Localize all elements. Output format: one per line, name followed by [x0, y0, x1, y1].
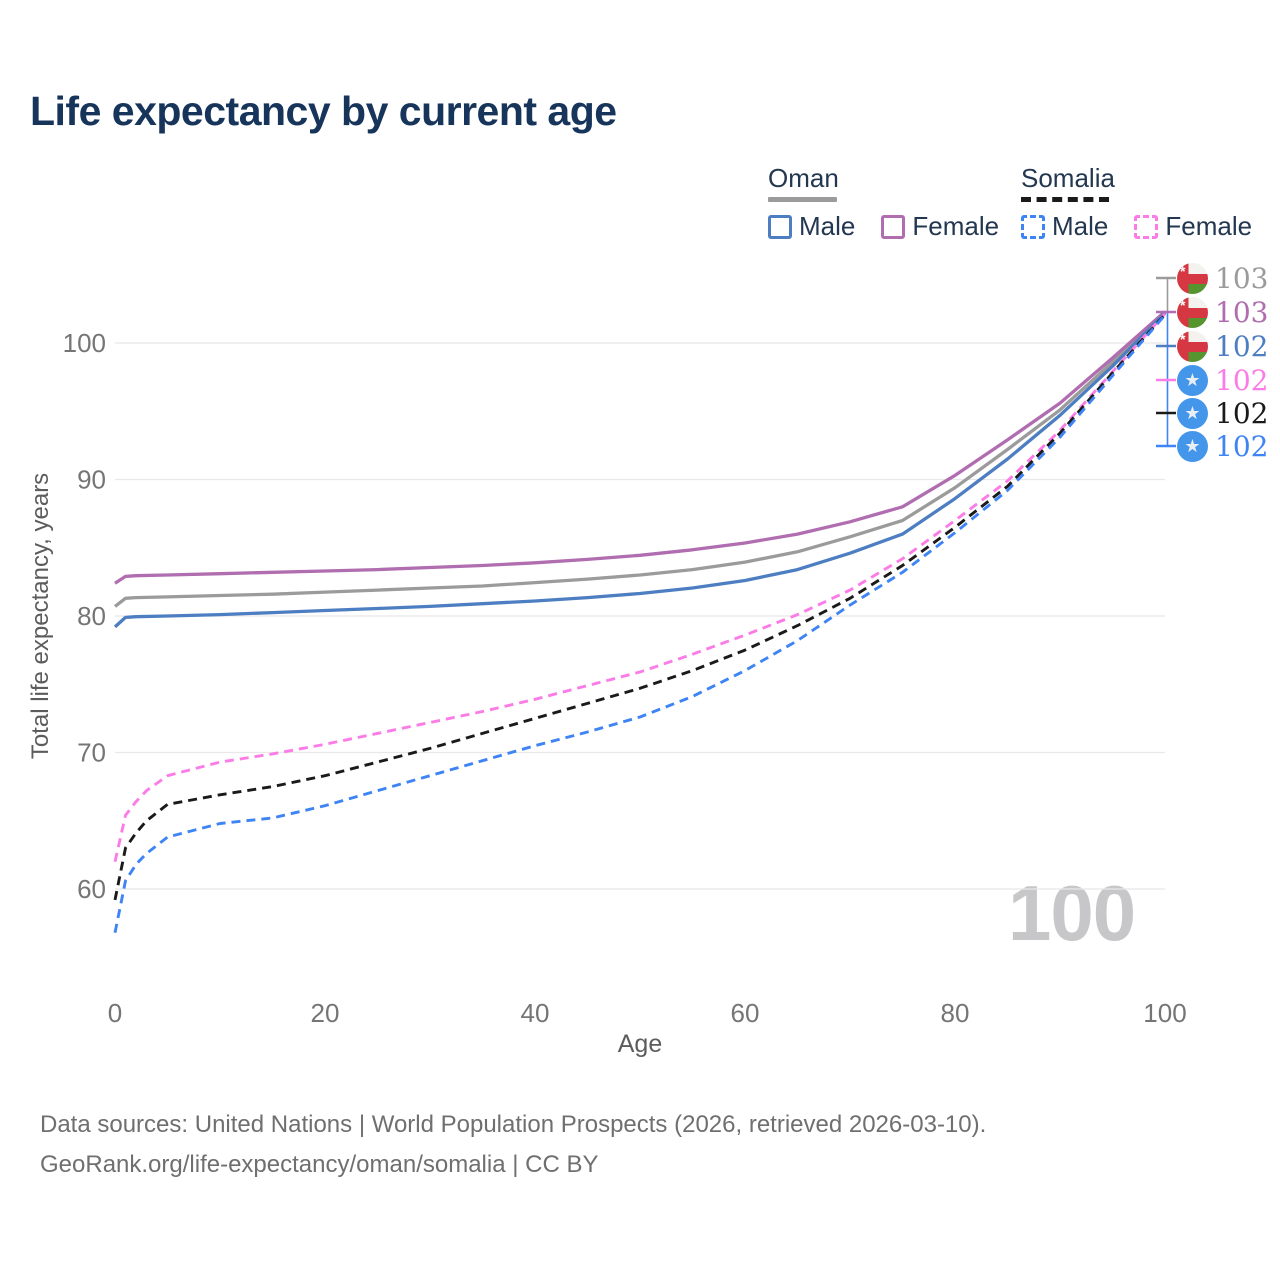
somalia-flag-icon: ★ — [1177, 430, 1208, 462]
attribution-line: GeoRank.org/life-expectancy/oman/somalia… — [40, 1151, 599, 1178]
series-line-oman-total — [113, 311, 1167, 608]
legend-item-oman-female[interactable]: Female — [881, 211, 999, 242]
somalia-line-style-swatch — [1021, 197, 1109, 202]
endpoint-value: 102 — [1215, 363, 1269, 397]
legend-group-oman-label: Oman — [768, 163, 839, 193]
endpoint-badge-row: * 103 — [1177, 261, 1269, 295]
oman-flag-icon: * — [1177, 330, 1208, 362]
legend-label: Male — [799, 211, 856, 241]
endpoint-badge-row: * 102 — [1177, 329, 1269, 363]
oman-flag-icon: * — [1177, 262, 1208, 294]
endpoint-value: 102 — [1215, 396, 1269, 430]
legend-group-title-somalia[interactable]: Somalia — [1021, 163, 1115, 202]
y-tick-label: 80 — [77, 601, 106, 631]
legend-group-oman: Oman Male Female — [768, 163, 999, 242]
somalia-flag-icon: ★ — [1177, 397, 1208, 429]
endpoint-badge-row: ★ 102 — [1177, 363, 1269, 397]
data-sources-line: Data sources: United Nations | World Pop… — [40, 1111, 987, 1138]
legend-group-title-oman[interactable]: Oman — [768, 163, 839, 202]
x-tick-label: 80 — [941, 998, 970, 1028]
series-line-somalia-male — [113, 314, 1167, 933]
endpoint-value: 102 — [1215, 329, 1269, 363]
legend-label: Male — [1052, 211, 1109, 241]
endpoint-value: 102 — [1215, 429, 1269, 463]
page-title: Life expectancy by current age — [30, 88, 617, 134]
legend-group-somalia-label: Somalia — [1021, 163, 1115, 193]
oman-emblem-icon: * — [1180, 262, 1186, 279]
oman-male-swatch — [768, 214, 792, 239]
x-tick-label: 100 — [1143, 998, 1186, 1028]
series-line-oman-male — [113, 311, 1167, 629]
current-age-watermark: 100 — [1008, 869, 1136, 957]
y-tick-label: 100 — [63, 328, 106, 358]
series-line-somalia-female — [113, 312, 1167, 863]
oman-female-swatch — [881, 214, 906, 239]
legend-item-somalia-female[interactable]: Female — [1134, 211, 1252, 242]
footer: Data sources: United Nations | World Pop… — [40, 1105, 986, 1185]
x-axis-title: Age — [618, 1030, 662, 1058]
series-line-somalia-total — [113, 313, 1167, 901]
x-tick-label: 20 — [311, 998, 340, 1028]
somalia-female-swatch — [1134, 214, 1159, 239]
oman-emblem-icon: * — [1180, 296, 1186, 313]
endpoint-badge-row: ★ 102 — [1177, 396, 1269, 430]
y-axis-title: Total life expectancy, years — [27, 473, 54, 759]
y-tick-label: 70 — [77, 738, 106, 768]
somalia-male-swatch — [1021, 214, 1045, 239]
somalia-star-icon: ★ — [1184, 436, 1201, 456]
series-line-oman-female — [114, 310, 1167, 585]
endpoint-value: 103 — [1215, 295, 1269, 329]
x-tick-label: 60 — [731, 998, 760, 1028]
oman-flag-icon: * — [1177, 296, 1208, 328]
legend-label: Female — [912, 211, 1000, 241]
x-tick-label: 40 — [521, 998, 550, 1028]
x-tick-label: 0 — [108, 998, 122, 1028]
endpoint-value: 103 — [1215, 261, 1269, 295]
legend-group-somalia: Somalia Male Female — [1021, 163, 1252, 242]
y-tick-label: 60 — [77, 874, 106, 904]
oman-line-style-swatch — [768, 197, 837, 202]
y-tick-label: 90 — [77, 465, 106, 495]
oman-emblem-icon: * — [1180, 330, 1186, 347]
somalia-star-icon: ★ — [1184, 403, 1201, 423]
endpoint-badge-row: * 103 — [1177, 295, 1269, 329]
legend-item-somalia-male[interactable]: Male — [1021, 211, 1108, 242]
legend-label: Female — [1165, 211, 1253, 241]
legend-item-oman-male[interactable]: Male — [768, 211, 855, 242]
endpoint-badge-row: ★ 102 — [1177, 429, 1269, 463]
somalia-flag-icon: ★ — [1177, 364, 1208, 396]
somalia-star-icon: ★ — [1184, 370, 1201, 390]
